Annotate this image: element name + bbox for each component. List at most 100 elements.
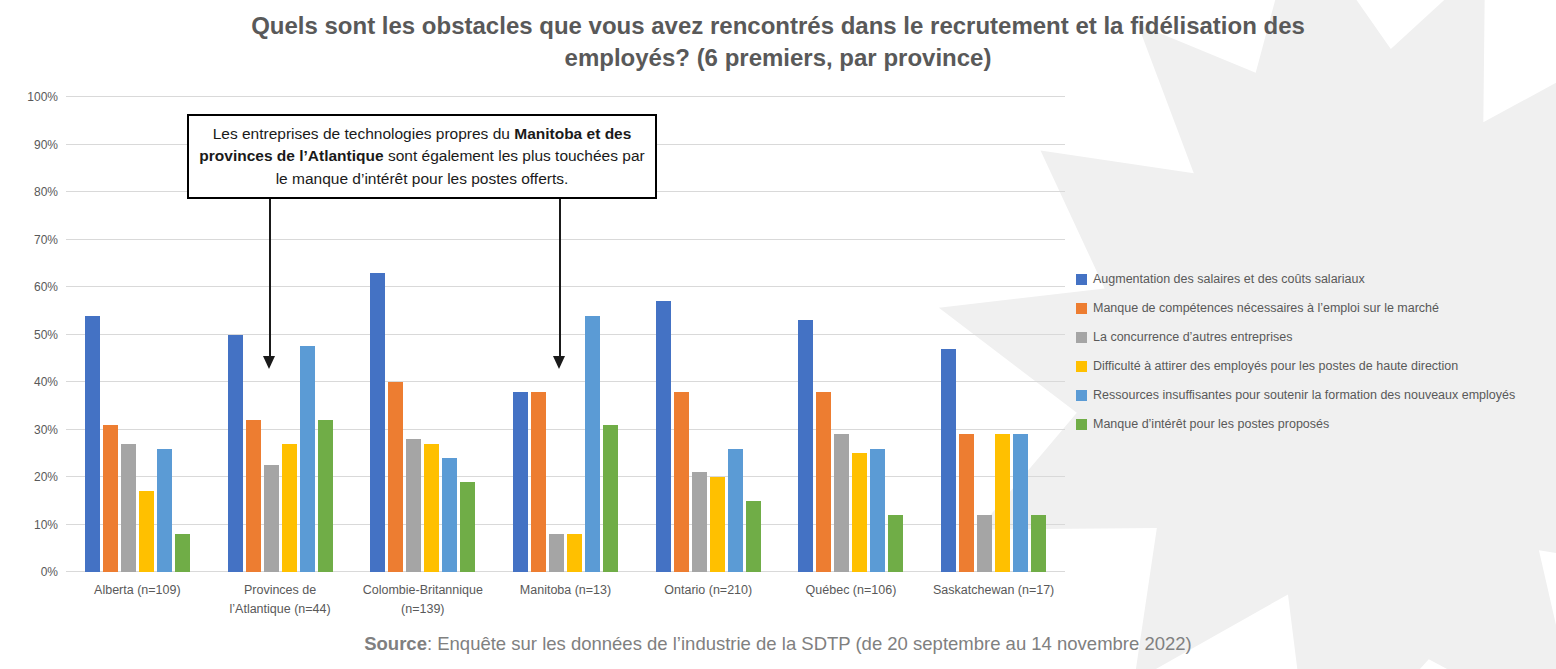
bar bbox=[370, 273, 385, 572]
bar bbox=[103, 425, 118, 572]
bar bbox=[139, 491, 154, 572]
x-category-label: Québec (n=106) bbox=[806, 581, 897, 619]
bar bbox=[585, 316, 600, 573]
x-category-label: Ontario (n=210) bbox=[664, 581, 752, 619]
legend-item: Ressources insuffisantes pour soutenir l… bbox=[1076, 388, 1515, 402]
bar bbox=[388, 382, 403, 572]
legend-swatch-icon bbox=[1076, 361, 1087, 372]
bar bbox=[888, 515, 903, 572]
bar bbox=[746, 501, 761, 572]
bar bbox=[603, 425, 618, 572]
x-axis: Alberta (n=109) Provinces de l’Atlantique… bbox=[66, 581, 1065, 619]
bar bbox=[995, 434, 1010, 572]
x-label-cell: Saskatchewan (n=17) bbox=[922, 581, 1065, 619]
chart-title-text: Quels sont les obstacles que vous avez r… bbox=[203, 10, 1353, 75]
bar bbox=[531, 392, 546, 573]
legend-label: Ressources insuffisantes pour soutenir l… bbox=[1093, 388, 1515, 402]
bar bbox=[798, 320, 813, 572]
y-tick-label: 80% bbox=[6, 185, 58, 199]
y-tick-label: 100% bbox=[6, 90, 58, 104]
report-page: Quels sont les obstacles que vous avez r… bbox=[0, 0, 1556, 669]
x-label-cell: Provinces de l’Atlantique (n=44) bbox=[209, 581, 352, 619]
x-label-cell: Québec (n=106) bbox=[780, 581, 923, 619]
y-axis: 0%10%20%30%40%50%60%70%80%90%100% bbox=[6, 97, 58, 572]
legend-item: Augmentation des salaires et des coûts s… bbox=[1076, 272, 1515, 286]
bar bbox=[406, 439, 421, 572]
y-tick-label: 10% bbox=[6, 518, 58, 532]
bar-group bbox=[780, 97, 923, 572]
bar bbox=[977, 515, 992, 572]
x-category-label: Colombie-Britannique (n=139) bbox=[357, 581, 489, 619]
arrow-shaft bbox=[269, 197, 271, 356]
bar bbox=[941, 349, 956, 572]
chart-title: Quels sont les obstacles que vous avez r… bbox=[0, 10, 1556, 75]
legend-label: Manque d’intérêt pour les postes proposé… bbox=[1093, 417, 1329, 431]
legend: Augmentation des salaires et des coûts s… bbox=[1076, 272, 1515, 446]
bar bbox=[728, 449, 743, 573]
bar bbox=[300, 346, 315, 572]
legend-item: Manque d’intérêt pour les postes proposé… bbox=[1076, 417, 1515, 431]
legend-swatch-icon bbox=[1076, 390, 1087, 401]
x-category-label: Manitoba (n=13) bbox=[520, 581, 611, 619]
legend-item: Manque de compétences nécessaires à l’em… bbox=[1076, 301, 1515, 315]
bar bbox=[1013, 434, 1028, 572]
bar bbox=[816, 392, 831, 573]
bar-group bbox=[637, 97, 780, 572]
arrow-head-icon bbox=[553, 356, 565, 369]
bar bbox=[959, 434, 974, 572]
y-tick-label: 20% bbox=[6, 470, 58, 484]
x-category-label: Saskatchewan (n=17) bbox=[933, 581, 1054, 619]
annotation-callout: Les entreprises de technologies propres … bbox=[187, 114, 657, 199]
bar bbox=[264, 465, 279, 572]
y-tick-label: 0% bbox=[6, 565, 58, 579]
y-tick-label: 90% bbox=[6, 138, 58, 152]
x-label-cell: Manitoba (n=13) bbox=[494, 581, 637, 619]
legend-label: Manque de compétences nécessaires à l’em… bbox=[1093, 301, 1439, 315]
legend-label: Augmentation des salaires et des coûts s… bbox=[1093, 272, 1365, 286]
bar bbox=[674, 392, 689, 573]
legend-swatch-icon bbox=[1076, 274, 1087, 285]
bar bbox=[442, 458, 457, 572]
annotation-arrow-atlantique bbox=[263, 197, 276, 369]
bar bbox=[834, 434, 849, 572]
y-tick-label: 30% bbox=[6, 423, 58, 437]
legend-swatch-icon bbox=[1076, 332, 1087, 343]
y-tick-label: 70% bbox=[6, 233, 58, 247]
arrow-head-icon bbox=[263, 356, 275, 369]
bar-group bbox=[922, 97, 1065, 572]
bar bbox=[567, 534, 582, 572]
legend-swatch-icon bbox=[1076, 419, 1087, 430]
bar bbox=[282, 444, 297, 572]
bar bbox=[710, 477, 725, 572]
bar bbox=[513, 392, 528, 573]
y-tick-label: 60% bbox=[6, 280, 58, 294]
bar bbox=[228, 335, 243, 573]
source-text: : Enquête sur les données de l’industrie… bbox=[427, 633, 1192, 654]
bar bbox=[246, 420, 261, 572]
bar bbox=[692, 472, 707, 572]
annotation-text-prefix: Les entreprises de technologies propres … bbox=[213, 125, 515, 142]
bar bbox=[852, 453, 867, 572]
legend-item: Difficulté à attirer des employés pour l… bbox=[1076, 359, 1515, 373]
bar bbox=[549, 534, 564, 572]
legend-label: Difficulté à attirer des employés pour l… bbox=[1093, 359, 1458, 373]
x-category-label: Alberta (n=109) bbox=[94, 581, 181, 619]
y-tick-label: 50% bbox=[6, 328, 58, 342]
bar bbox=[870, 449, 885, 573]
bar bbox=[460, 482, 475, 572]
annotation-arrow-manitoba bbox=[553, 197, 566, 369]
legend-item: La concurrence d’autres entreprises bbox=[1076, 330, 1515, 344]
bar bbox=[175, 534, 190, 572]
legend-swatch-icon bbox=[1076, 303, 1087, 314]
bar bbox=[121, 444, 136, 572]
bar bbox=[85, 316, 100, 573]
x-label-cell: Alberta (n=109) bbox=[66, 581, 209, 619]
bar bbox=[318, 420, 333, 572]
bar bbox=[656, 301, 671, 572]
source-line: Source: Enquête sur les données de l’ind… bbox=[0, 633, 1556, 655]
arrow-shaft bbox=[559, 197, 561, 356]
bar bbox=[157, 449, 172, 573]
bar bbox=[424, 444, 439, 572]
y-tick-label: 40% bbox=[6, 375, 58, 389]
bar bbox=[1031, 515, 1046, 572]
